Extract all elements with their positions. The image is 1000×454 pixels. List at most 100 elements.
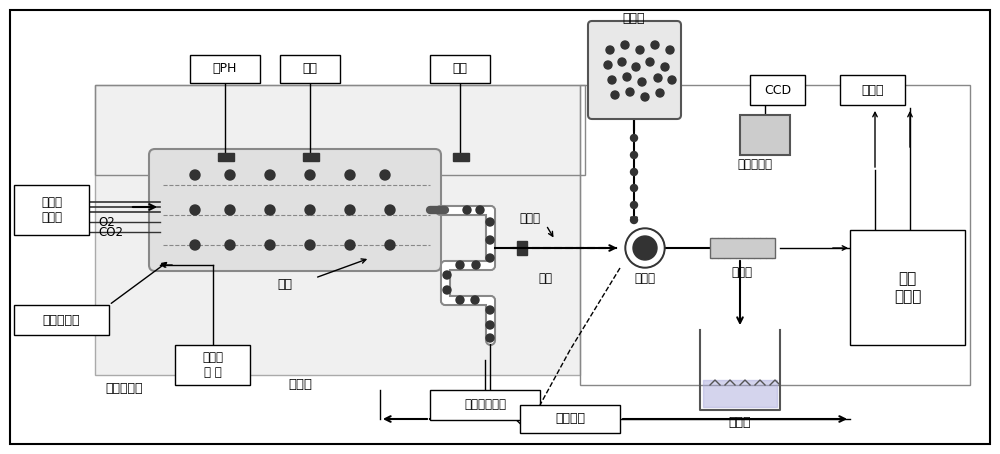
Text: 微流控基板: 微流控基板: [105, 381, 143, 395]
Text: 光谱仪: 光谱仪: [861, 84, 884, 97]
Text: 电脑
总控台: 电脑 总控台: [894, 271, 921, 304]
Circle shape: [472, 261, 480, 269]
Circle shape: [385, 205, 395, 215]
Text: 过滤器: 过滤器: [732, 266, 753, 278]
Circle shape: [265, 240, 275, 250]
FancyBboxPatch shape: [430, 390, 540, 420]
Circle shape: [625, 228, 665, 268]
Text: 离子: 离子: [538, 271, 552, 285]
Text: 细胞: 细胞: [278, 278, 292, 291]
Circle shape: [654, 74, 662, 82]
Circle shape: [190, 170, 200, 180]
FancyBboxPatch shape: [453, 153, 469, 161]
Circle shape: [627, 230, 663, 266]
Circle shape: [443, 286, 451, 294]
FancyBboxPatch shape: [175, 345, 250, 385]
Circle shape: [636, 46, 644, 54]
Circle shape: [611, 91, 619, 99]
FancyBboxPatch shape: [740, 115, 790, 155]
Circle shape: [638, 78, 646, 86]
Circle shape: [456, 261, 464, 269]
Circle shape: [656, 89, 664, 97]
Circle shape: [486, 334, 494, 342]
Text: 回收液: 回收液: [729, 415, 751, 429]
Circle shape: [621, 41, 629, 49]
Text: 实时检测细胞: 实时检测细胞: [464, 399, 506, 411]
Circle shape: [604, 61, 612, 69]
Circle shape: [608, 76, 616, 84]
Circle shape: [265, 170, 275, 180]
Text: 微加热
控 制: 微加热 控 制: [202, 351, 223, 379]
Circle shape: [641, 93, 649, 101]
FancyBboxPatch shape: [149, 149, 441, 271]
Text: 测PH: 测PH: [213, 63, 237, 75]
Circle shape: [471, 296, 479, 304]
Circle shape: [631, 152, 638, 158]
FancyBboxPatch shape: [517, 241, 527, 255]
Circle shape: [618, 58, 626, 66]
Circle shape: [190, 240, 200, 250]
Circle shape: [632, 63, 640, 71]
Circle shape: [463, 206, 471, 214]
Text: 微通道: 微通道: [288, 379, 312, 391]
Circle shape: [661, 63, 669, 71]
Text: 测温: 测温: [302, 63, 318, 75]
Circle shape: [305, 205, 315, 215]
FancyBboxPatch shape: [303, 153, 319, 161]
FancyBboxPatch shape: [280, 55, 340, 83]
Circle shape: [631, 134, 638, 142]
Text: 荧光显微镜: 荧光显微镜: [738, 158, 772, 172]
Text: 辐照点: 辐照点: [520, 212, 540, 224]
Circle shape: [633, 236, 657, 260]
Text: CO2: CO2: [98, 226, 123, 238]
FancyBboxPatch shape: [840, 75, 905, 105]
FancyBboxPatch shape: [750, 75, 805, 105]
Circle shape: [631, 184, 638, 192]
Circle shape: [668, 76, 676, 84]
Circle shape: [225, 170, 235, 180]
Text: 培养基储液: 培养基储液: [43, 314, 80, 326]
Circle shape: [631, 217, 638, 223]
FancyBboxPatch shape: [10, 10, 990, 444]
Text: 测速: 测速: [452, 63, 468, 75]
FancyBboxPatch shape: [95, 85, 580, 375]
FancyBboxPatch shape: [218, 153, 234, 161]
Circle shape: [486, 306, 494, 314]
FancyBboxPatch shape: [14, 305, 109, 335]
FancyBboxPatch shape: [850, 230, 965, 345]
Circle shape: [443, 271, 451, 279]
Text: 切换阀: 切换阀: [635, 271, 656, 285]
Text: O2: O2: [98, 216, 115, 228]
FancyBboxPatch shape: [520, 405, 620, 433]
Circle shape: [305, 240, 315, 250]
Circle shape: [345, 205, 355, 215]
FancyBboxPatch shape: [710, 238, 775, 258]
Circle shape: [486, 236, 494, 244]
Circle shape: [486, 218, 494, 226]
Circle shape: [385, 240, 395, 250]
Circle shape: [623, 73, 631, 81]
Circle shape: [476, 206, 484, 214]
Circle shape: [456, 296, 464, 304]
Circle shape: [225, 240, 235, 250]
Circle shape: [345, 170, 355, 180]
Circle shape: [380, 170, 390, 180]
Circle shape: [666, 46, 674, 54]
Circle shape: [305, 170, 315, 180]
Circle shape: [486, 321, 494, 329]
Text: 细胞池: 细胞池: [623, 11, 645, 25]
Circle shape: [631, 168, 638, 176]
Circle shape: [631, 202, 638, 208]
Text: 多通道
驱动泵: 多通道 驱动泵: [41, 196, 62, 224]
FancyBboxPatch shape: [588, 21, 681, 119]
FancyBboxPatch shape: [14, 185, 89, 235]
FancyBboxPatch shape: [190, 55, 260, 83]
Circle shape: [626, 88, 634, 96]
Circle shape: [265, 205, 275, 215]
Circle shape: [651, 41, 659, 49]
Text: 束控系统: 束控系统: [555, 413, 585, 425]
Circle shape: [646, 58, 654, 66]
Circle shape: [225, 205, 235, 215]
Circle shape: [606, 46, 614, 54]
Circle shape: [190, 205, 200, 215]
